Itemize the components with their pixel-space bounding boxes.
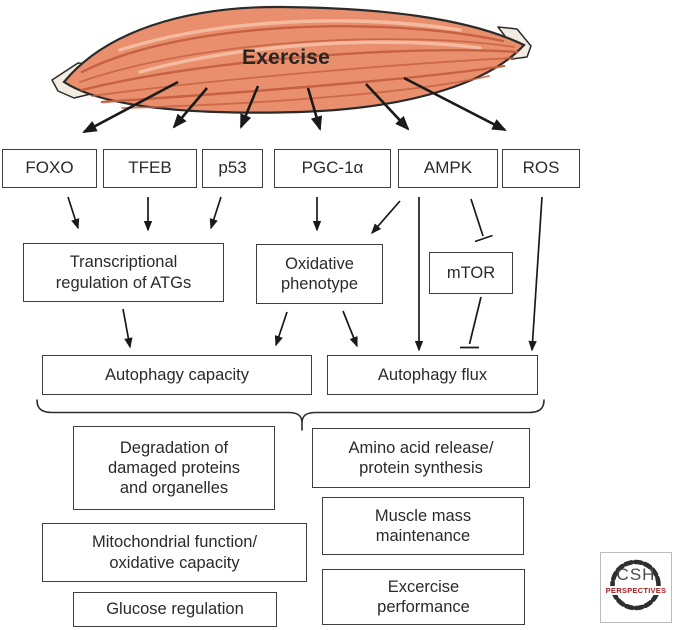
- csh-perspectives-logo: CSH PERSPECTIVES: [600, 552, 672, 623]
- outcome-exercise-performance: Excercise performance: [322, 569, 525, 625]
- logo-name: PERSPECTIVES: [604, 586, 668, 595]
- dna-ring-icon: [610, 559, 661, 611]
- logo-acronym: CSH: [616, 565, 656, 584]
- node-autophagy-capacity: Autophagy capacity: [42, 355, 312, 395]
- node-ros: ROS: [502, 149, 580, 188]
- brace: [36, 399, 545, 431]
- exercise-label: Exercise: [241, 46, 330, 69]
- muscle-illustration: [51, 5, 532, 114]
- outcome-degradation: Degradation of damaged proteins and orga…: [73, 426, 275, 510]
- node-autophagy-flux: Autophagy flux: [327, 355, 538, 395]
- node-mtor: mTOR: [429, 252, 513, 294]
- inhibition-ampk-mtor: [470, 198, 493, 243]
- node-ampk: AMPK: [398, 149, 498, 188]
- inhibition-mtor-flux: [460, 296, 482, 349]
- outcome-muscle-mass: Muscle mass maintenance: [322, 497, 524, 555]
- node-transcriptional-regulation: Transcriptional regulation of ATGs: [23, 243, 224, 302]
- outcome-glucose-regulation: Glucose regulation: [73, 592, 277, 627]
- node-tfeb: TFEB: [103, 149, 197, 188]
- pathway-arrows: [67, 196, 543, 352]
- node-oxidative-phenotype: Oxidative phenotype: [256, 244, 383, 304]
- node-p53: p53: [202, 149, 263, 188]
- outcome-amino-acid-release: Amino acid release/ protein synthesis: [312, 428, 530, 488]
- node-pgc1a: PGC-1α: [274, 149, 391, 188]
- outcome-mitochondrial: Mitochondrial function/ oxidative capaci…: [42, 523, 307, 582]
- muscle-arrows: [82, 76, 507, 134]
- node-foxo: FOXO: [2, 149, 97, 188]
